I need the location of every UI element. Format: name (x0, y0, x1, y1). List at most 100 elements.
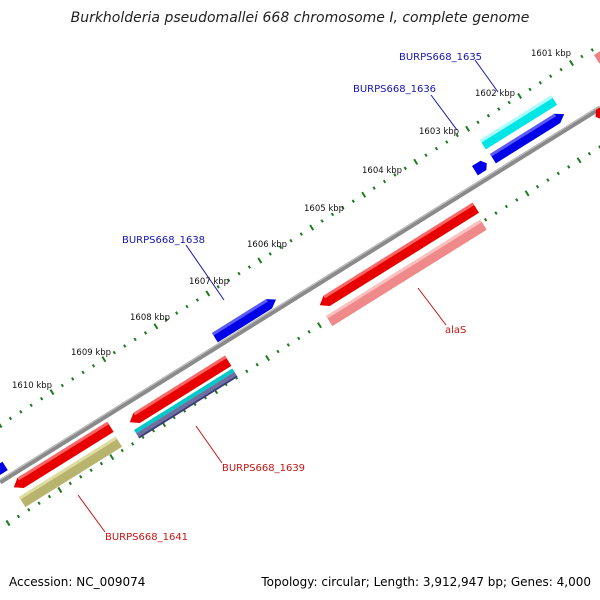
outer-tick-mark (403, 166, 407, 171)
outer-tick-mark (39, 396, 44, 401)
leader-line-burps668-1641 (77, 494, 106, 533)
outer-tick-mark (361, 191, 367, 198)
gene-feature-burps668-1641[interactable] (18, 436, 123, 508)
inner-tick-mark (37, 501, 41, 506)
tick-label-1604: 1604 kbp (362, 166, 402, 176)
leader-line-alas (417, 287, 447, 326)
outer-tick-mark (341, 205, 345, 210)
tick-label-1603: 1603 kbp (419, 127, 459, 137)
outer-tick-mark (476, 120, 480, 125)
tick-label-1601: 1601 kbp (531, 49, 571, 59)
outer-tick-mark (309, 224, 315, 231)
gene-label-alas[interactable]: alaS (445, 325, 466, 336)
outer-tick-mark (424, 153, 428, 158)
outer-tick-mark (164, 317, 168, 322)
outer-tick-mark (257, 257, 263, 264)
outer-tick-mark (517, 92, 523, 99)
outer-tick-mark (226, 278, 231, 283)
outer-tick-mark (19, 409, 23, 414)
inner-tick-mark (130, 442, 135, 446)
inner-tick-mark (307, 329, 311, 334)
leader-line-burps668-1635 (474, 59, 499, 93)
inner-tick-mark (47, 494, 52, 499)
outer-tick-mark (60, 383, 64, 388)
inner-tick-mark (120, 448, 124, 453)
gene-feature-burps668-1639[interactable] (134, 368, 238, 439)
inner-tick-mark (27, 507, 31, 512)
outer-tick-mark (216, 284, 220, 289)
outer-tick-row (0, 48, 594, 429)
gene-label-burps668-1641[interactable]: BURPS668_1641 (105, 532, 188, 543)
gene-feature-small-forward[interactable] (472, 159, 490, 176)
inner-tick-mark (494, 211, 498, 215)
inner-tick-mark (16, 514, 21, 519)
outer-tick-mark (569, 59, 574, 67)
outer-tick-mark (320, 219, 324, 223)
inner-tick-mark (245, 369, 249, 374)
outer-tick-mark (205, 290, 211, 297)
outer-tick-mark (590, 48, 594, 52)
inner-tick-mark (5, 519, 11, 527)
outer-tick-mark (185, 304, 189, 309)
tick-label-1610: 1610 kbp (12, 381, 52, 391)
outer-tick-mark (153, 323, 159, 330)
gene-feature-red-mid[interactable] (127, 355, 232, 428)
outer-tick-mark (237, 271, 241, 276)
outer-tick-mark (372, 186, 376, 190)
gene-feature-edge-pink[interactable] (594, 48, 600, 64)
gene-feature-red-large[interactable] (317, 202, 480, 311)
outer-tick-mark (549, 74, 553, 79)
leader-line-burps668-1639 (195, 425, 223, 464)
inner-tick-mark (515, 198, 519, 202)
tick-label-1607: 1607 kbp (189, 277, 229, 287)
outer-tick-mark (278, 245, 283, 250)
gene-label-burps668-1638[interactable]: BURPS668_1638 (122, 235, 205, 246)
outer-tick-mark (195, 298, 200, 302)
tick-label-1602: 1602 kbp (475, 89, 515, 99)
gene-feature-red-left[interactable] (11, 421, 114, 493)
gene-label-burps668-1639[interactable]: BURPS668_1639 (222, 463, 305, 474)
inner-tick-mark (276, 349, 280, 354)
gene-label-burps668-1635[interactable]: BURPS668_1635 (399, 52, 482, 63)
outer-tick-mark (289, 238, 293, 243)
chromosome-backbone (0, 105, 600, 485)
tick-label-1608: 1608 kbp (130, 313, 170, 323)
outer-tick-mark (123, 344, 127, 348)
outer-tick-mark (528, 87, 532, 92)
outer-tick-mark (486, 113, 491, 118)
outer-tick-mark (29, 403, 33, 408)
inner-tick-mark (317, 322, 322, 329)
outer-tick-mark (8, 416, 13, 421)
gene-feature-burps668-1635[interactable] (479, 95, 558, 150)
inner-tick-mark (504, 204, 509, 209)
outer-tick-mark (81, 370, 85, 375)
outer-tick-mark (538, 80, 542, 85)
inner-tick-mark (79, 474, 83, 479)
outer-tick-mark (91, 363, 96, 368)
outer-tick-mark (101, 356, 107, 363)
inner-tick-mark (546, 178, 550, 182)
outer-tick-mark (382, 179, 387, 184)
inner-tick-mark (68, 481, 72, 486)
inner-tick-mark (286, 343, 290, 347)
outer-tick-mark (455, 133, 459, 138)
inner-tick-mark (297, 336, 301, 341)
tick-label-1609: 1609 kbp (71, 348, 111, 358)
gene-feature-burps668-1638[interactable] (212, 295, 279, 343)
outer-tick-mark (71, 377, 75, 381)
leader-line-burps668-1638 (185, 244, 225, 301)
inner-tick-mark (255, 362, 259, 367)
outer-tick-mark (434, 146, 439, 151)
gene-feature-burps668-1636[interactable] (490, 109, 567, 164)
outer-tick-mark (175, 311, 179, 315)
outer-tick-mark (351, 199, 355, 204)
genome-stats-text: Topology: circular; Length: 3,912,947 bp… (261, 575, 591, 589)
outer-tick-mark (133, 337, 137, 342)
gene-feature-alas[interactable] (326, 219, 487, 327)
inner-tick-mark (109, 454, 115, 461)
outer-tick-mark (112, 350, 116, 355)
outer-tick-mark (559, 67, 563, 72)
gene-feature-edge-left[interactable] (0, 461, 8, 476)
gene-label-burps668-1636[interactable]: BURPS668_1636 (353, 84, 436, 95)
